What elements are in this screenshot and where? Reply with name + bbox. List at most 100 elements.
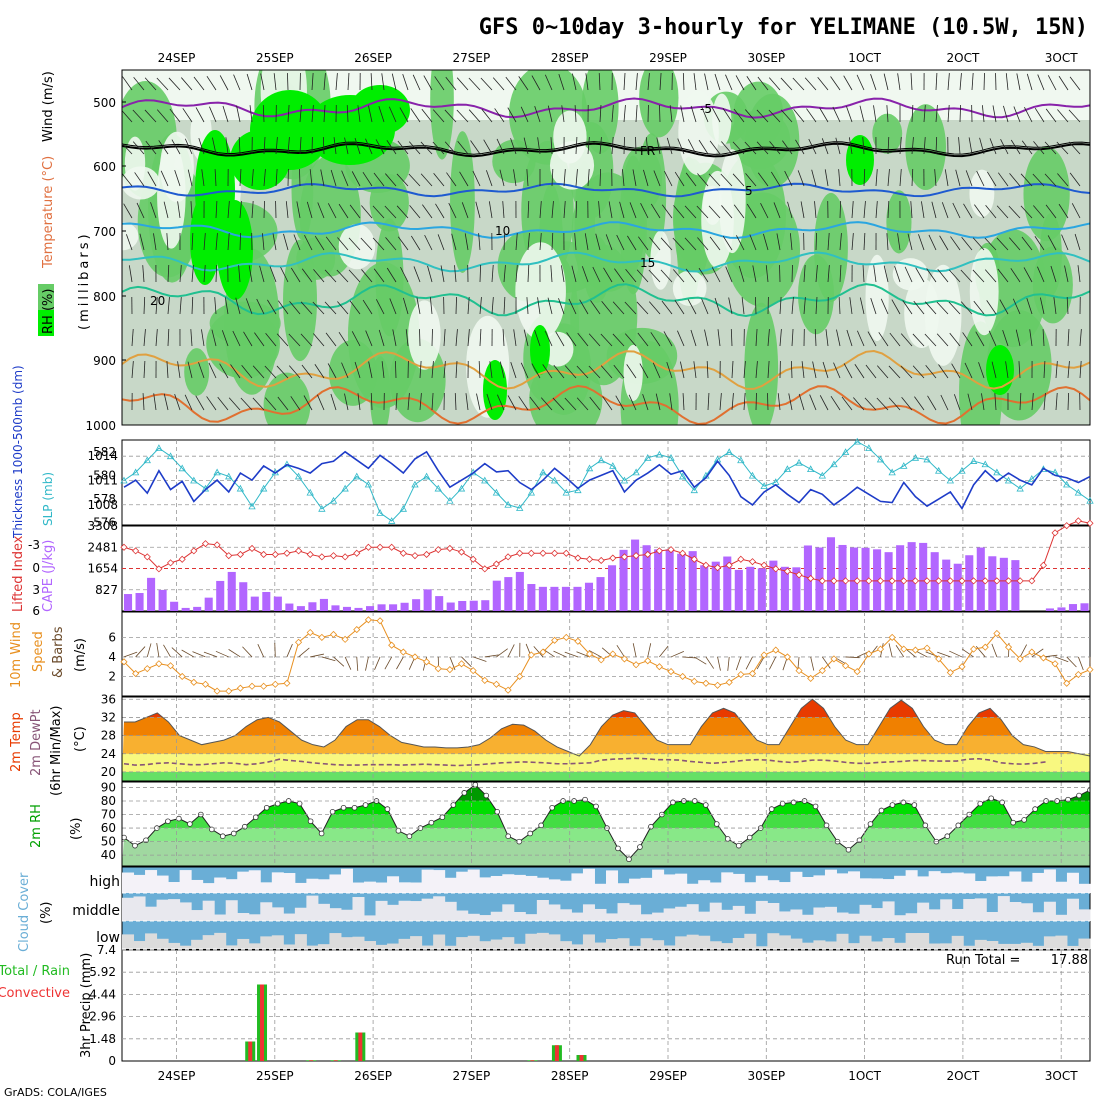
wind-barb-upper [523,329,529,347]
wind-barb-upper [534,330,541,347]
temperature-contour [122,182,1090,198]
wind-barb-upper [660,237,673,251]
wind-barb-upper [361,269,373,283]
cloud-cell [1020,881,1033,893]
wind-barb-upper [395,393,398,411]
wind-barb-upper [365,138,373,155]
wind-barb-upper [600,333,613,347]
wind-speed-point [376,617,384,625]
cloud-cell [986,940,999,949]
cloud-cell [352,882,365,893]
wind-barb-10m [647,643,652,658]
lifted-index-point [702,561,710,569]
lifted-index-point [516,549,524,557]
cloud-cell [721,872,734,893]
cloud-cell [940,873,953,893]
wind-barb-upper [962,332,973,347]
wind-speed-point [155,660,163,668]
wind-barb-upper [923,137,926,155]
wind-barb-upper [187,361,193,379]
rh-point [922,822,929,829]
wind-barb-upper [971,73,974,91]
wind-barb-upper [984,237,997,251]
cloud-cell [940,943,953,949]
wind-barb-10m [298,647,310,658]
wind-barb-upper [639,363,649,379]
slp-line-point [248,502,256,510]
upper-ylabel-temp: Temperature (°C) [41,156,56,269]
wind-barb-upper [421,108,433,123]
rh-point [351,804,358,811]
cape-bar [631,539,640,611]
wind-barb-upper [277,396,289,411]
wind-barb-10m [735,656,742,671]
wind-barb-upper [673,269,685,283]
wind-barb-upper [870,297,877,315]
cape-bar [504,577,513,611]
rh-point [274,800,281,807]
lifted-index-point [457,548,466,556]
cloud-cell [928,909,941,921]
wind-barb-upper [696,205,709,219]
wind-barb-upper [122,109,133,123]
wind-barb-upper [486,170,493,187]
wind-barb-upper [289,301,301,315]
cloud-cell [513,943,526,949]
wind-barb-upper [698,139,709,155]
wind-barb-upper [166,233,169,251]
wind-speed-point [865,650,873,658]
rh-point [527,830,533,837]
cape-bar [642,545,651,611]
cloud-cell [525,875,538,893]
y-tick-label: 80 [101,794,116,808]
wind-barb-upper [963,203,973,219]
lifted-index-point [329,552,338,560]
cape-bar [458,600,467,611]
cloud-cell [974,898,987,921]
wind-barb-upper [311,105,314,123]
cloud-cell [986,876,999,893]
wind-barb-upper [1066,297,1069,315]
cloud-cell [882,938,895,949]
cloud-cell [894,942,907,949]
wind-barb-upper [263,201,265,219]
wind-barb-upper [864,397,877,411]
cape-bar [515,571,524,611]
wind-barb-upper [136,202,145,219]
cloud-cell [271,872,284,893]
wind-barb-upper [190,201,193,219]
wind-barb-10m [810,656,815,671]
wind-barb-upper [256,298,265,315]
wind-barb-upper [936,301,949,315]
wind-speed-point [306,628,314,637]
wind-barb-upper [245,298,253,315]
cloud-cell [283,913,296,921]
cloud-cell [963,899,976,921]
wind-barb-upper [863,201,866,219]
temperature-contour [122,251,1090,273]
cape-bar [677,553,686,611]
wind-barb-upper [663,331,673,347]
cloud-cell [525,933,538,949]
dewpoint-band-low [122,771,1090,781]
wind-barb-upper [792,77,805,91]
wind-barb-upper [719,361,721,379]
wind-barb-upper [166,361,169,379]
wind-barb-upper [214,297,217,315]
cloud-cell [548,879,561,893]
wind-barb-upper [346,105,349,123]
wind-barb-upper [666,137,673,155]
wind-barb-upper [1008,237,1021,251]
slp-line-point [981,460,989,468]
cloud-cell [352,897,365,921]
wind-barb-10m [888,643,893,658]
wind-barb-upper [707,393,710,411]
wind-barb-upper [349,300,361,315]
wind-barb-upper [314,364,325,379]
wind-barb-upper [459,171,469,187]
precip-bar-convective [248,1041,253,1061]
wind-speed-point [772,646,780,654]
wind-barb-upper [491,265,494,283]
chart-title: GFS 0~10day 3-hourly for YELIMANE (10.5W… [479,15,1088,40]
